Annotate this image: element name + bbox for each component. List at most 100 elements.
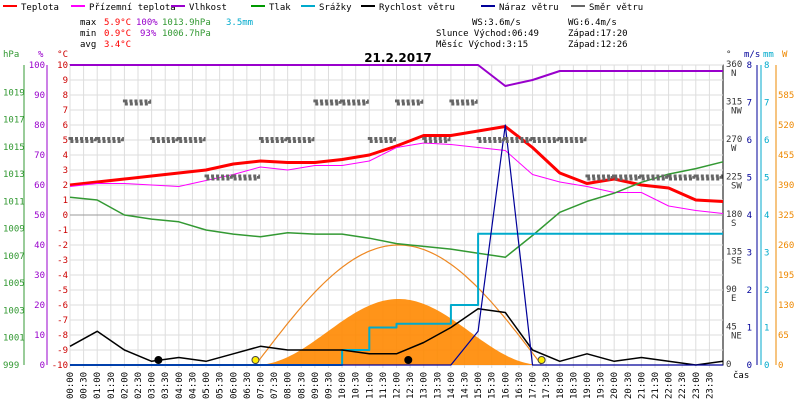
humidity-tick-label: 70	[34, 151, 45, 161]
x-tick-label: 18:00	[556, 372, 566, 399]
info-slunce: Slunce Východ:06:49	[436, 29, 539, 39]
x-tick-label: 19:00	[583, 372, 593, 399]
wind-direction-mark	[585, 174, 614, 181]
wind-direction-mark	[313, 99, 342, 106]
stat-max-temp: 5.9°C	[104, 18, 131, 28]
pressure-tick-label: 1001	[3, 334, 25, 344]
x-tick-label: 14:30	[461, 372, 471, 399]
solar-axis-unit: W	[782, 50, 788, 60]
x-tick-label: 18:30	[569, 372, 579, 399]
direction-axis-unit: °	[726, 50, 731, 60]
pressure-tick-label: 1007	[3, 252, 25, 262]
solar-tick-label: 325	[778, 211, 794, 221]
temp-tick-label: -10	[52, 361, 68, 371]
temp-tick-label: 1	[63, 196, 68, 206]
direction-tick-label: 0	[726, 360, 731, 370]
x-tick-label: 20:00	[610, 372, 620, 399]
temp-tick-label: 9	[63, 76, 68, 86]
x-tick-label: 00:00	[66, 372, 76, 399]
series-layer	[68, 64, 724, 366]
wind-direction-mark	[150, 137, 179, 143]
temp-tick-label: 0	[63, 211, 68, 221]
axes: 00:00 00:30 01:00 01:30 02:00 02:30 03:00 03:30…	[3, 50, 794, 399]
wind-direction-mark	[286, 137, 315, 143]
wind-direction-mark	[558, 137, 587, 143]
x-tick-label: 21:30	[651, 372, 661, 399]
stat-max-label: max	[80, 18, 97, 28]
pressure-tick-label: 1017	[3, 116, 25, 126]
wind-direction-mark	[694, 174, 723, 181]
temp-tick-label: -9	[57, 346, 68, 356]
moonset-marker	[404, 356, 413, 364]
wind-direction-mark	[122, 99, 152, 106]
legend-label: Rychlost větru	[379, 3, 455, 13]
solar-tick-label: 0	[778, 361, 783, 371]
pressure-tick-label: 1011	[3, 197, 25, 207]
temp-tick-label: -2	[57, 241, 68, 251]
legend-label: Tlak	[269, 3, 291, 13]
stat-min-hum: 93%	[140, 29, 157, 39]
pressure-tick-label: 999	[3, 361, 19, 371]
temp-tick-label: -1	[57, 226, 68, 236]
x-tick-label: 15:30	[488, 372, 498, 399]
x-tick-label: 00:30	[80, 372, 90, 399]
legend-label: Teplota	[21, 3, 59, 13]
info-mesic-zapad: Západ:12:26	[568, 40, 628, 50]
humidity-tick-label: 80	[34, 121, 45, 131]
temp-tick-label: -8	[57, 331, 68, 341]
humidity-tick-label: 0	[40, 361, 45, 371]
wind-tick-label: 1	[747, 324, 752, 334]
wind-direction-mark	[476, 137, 505, 143]
temp-tick-label: -4	[57, 271, 68, 281]
solar-tick-label: 390	[778, 181, 794, 191]
x-tick-label: 19:30	[597, 372, 607, 399]
rain-tick-label: 6	[764, 136, 769, 146]
direction-tick-label: 360	[726, 60, 742, 70]
pressure-tick-label: 1009	[3, 225, 25, 235]
stat-min-temp: 0.9°C	[104, 29, 131, 39]
solar-tick-label: 130	[778, 301, 794, 311]
x-tick-label: 12:00	[393, 372, 403, 399]
x-tick-label: 23:00	[692, 372, 702, 399]
rain-tick-label: 0	[764, 361, 769, 371]
direction-name-label: W	[731, 144, 737, 154]
wind-direction-mark	[231, 174, 260, 181]
info-ws: WS:3.6m/s	[472, 18, 521, 28]
pressure-tick-label: 1003	[3, 306, 25, 316]
x-tick-label: 11:00	[365, 372, 375, 399]
rain-tick-label: 2	[764, 286, 769, 296]
x-tick-label: 13:00	[420, 372, 430, 399]
wind-tick-label: 5	[747, 174, 752, 184]
temp-tick-label: 2	[63, 181, 68, 191]
rain-tick-label: 7	[764, 99, 769, 109]
legend-label: Vlhkost	[189, 3, 227, 13]
x-tick-label: 04:00	[175, 372, 185, 399]
wind-direction-mark	[177, 137, 206, 143]
temp-tick-label: -6	[57, 301, 68, 311]
rain-tick-label: 3	[764, 249, 769, 259]
solar-tick-label: 65	[778, 331, 789, 341]
rain-tick-label: 5	[764, 174, 769, 184]
humidity-tick-label: 100	[29, 61, 45, 71]
humidity-tick-label: 30	[34, 271, 45, 281]
direction-name-label: E	[731, 294, 736, 304]
x-tick-label: 02:00	[120, 372, 130, 399]
humidity-tick-label: 20	[34, 301, 45, 311]
wind-direction-mark	[422, 137, 451, 143]
temp-tick-label: 4	[63, 151, 68, 161]
temp-tick-label: -3	[57, 256, 68, 266]
series-line-0	[69, 125, 724, 203]
wind-axis-unit: m/s	[744, 50, 760, 60]
x-tick-label: 10:00	[338, 372, 348, 399]
direction-name-label: N	[731, 69, 736, 79]
humidity-tick-label: 50	[34, 211, 45, 221]
rain-tick-label: 1	[764, 324, 769, 334]
wind-tick-label: 3	[747, 249, 752, 259]
x-tick-label: 15:00	[474, 372, 484, 399]
solar-tick-label: 585	[778, 91, 794, 101]
wind-direction-mark	[667, 174, 696, 181]
x-axis-label: čas	[733, 370, 749, 381]
temp-tick-label: 5	[63, 136, 68, 146]
series-line-2	[70, 64, 723, 87]
